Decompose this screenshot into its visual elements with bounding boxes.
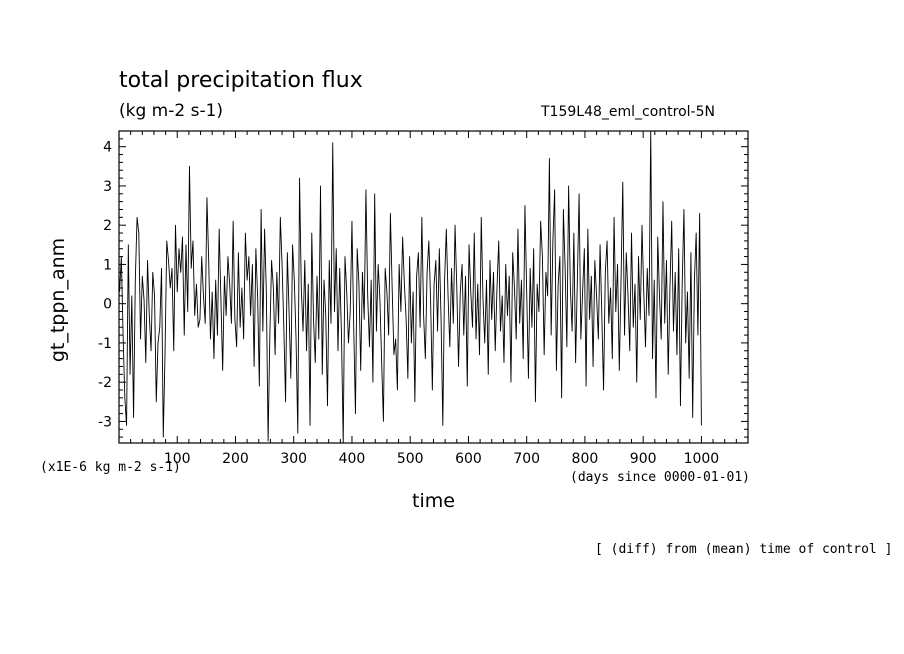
x-tick-label: 400 [339, 451, 366, 467]
x-tick-label: 1000 [684, 451, 720, 467]
x-tick-label: 800 [572, 451, 599, 467]
x-tick-label: 200 [222, 451, 249, 467]
x-axis-units: (days since 0000-01-01) [570, 470, 751, 485]
y-tick-label: 0 [103, 297, 112, 313]
chart-units: (kg m-2 s-1) [119, 101, 224, 121]
footer-note: [ (diff) from (mean) time of control ] [595, 542, 893, 557]
y-tick-label: 3 [103, 179, 112, 195]
experiment-label: T159L48_eml_control-5N [541, 104, 715, 120]
x-tick-label: 900 [630, 451, 657, 467]
data-series-layer [119, 130, 702, 444]
y-tick-label: 2 [103, 218, 112, 234]
x-tick-label: 500 [397, 451, 424, 467]
x-tick-label: 600 [455, 451, 482, 467]
y-axis-label: gt_tppn_anm [47, 237, 69, 363]
axis-ticks-layer: 100 200 300 400 500 600 700 800 900 1000 -3 -2 -1 0 1 2… [98, 130, 748, 467]
y-axis-label-container: gt_tppn_anm [28, 237, 88, 363]
y-tick-label: 4 [103, 140, 112, 156]
y-tick-label: 1 [103, 257, 112, 273]
chart-title: total precipitation flux [119, 68, 363, 93]
y-tick-label: -3 [98, 414, 112, 430]
y-tick-label: -2 [98, 375, 112, 391]
series-line-0 [119, 130, 702, 444]
x-axis-label: time [412, 490, 455, 512]
y-tick-label: -1 [98, 336, 112, 352]
x-tick-label: 100 [164, 451, 191, 467]
x-tick-label: 700 [513, 451, 540, 467]
x-tick-label: 300 [280, 451, 307, 467]
y-scale-note: (x1E-6 kg m-2 s-1) [40, 460, 181, 475]
